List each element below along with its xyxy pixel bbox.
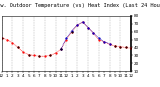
- Text: Milw. Outdoor Temperature (vs) Heat Index (Last 24 Hours): Milw. Outdoor Temperature (vs) Heat Inde…: [0, 3, 160, 8]
